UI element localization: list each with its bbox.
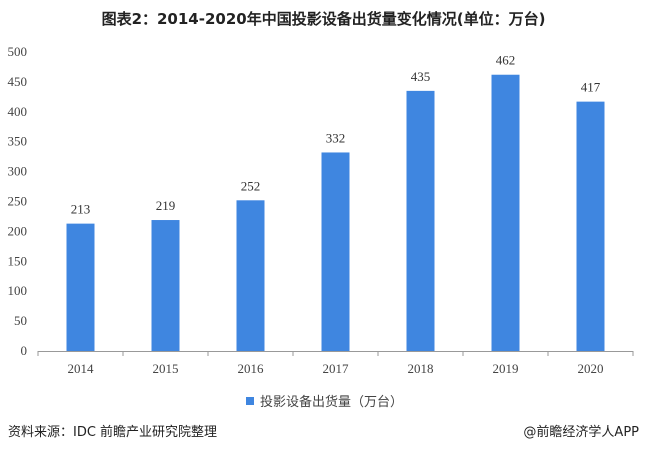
data-label: 219 [156,198,176,213]
y-tick-label: 250 [8,194,28,209]
y-tick-label: 150 [8,253,28,268]
bar [236,200,265,351]
y-tick-label: 300 [8,164,28,179]
data-label: 462 [496,53,516,68]
y-tick-label: 400 [8,104,28,119]
bar [321,152,350,351]
y-tick-label: 0 [21,343,28,358]
x-tick-label: 2020 [578,361,604,376]
data-label: 213 [71,202,91,217]
data-label: 435 [411,69,431,84]
legend-label: 投影设备出货量（万台） [260,395,404,410]
bar [491,74,520,351]
brand-credit: @前瞻经济学人APP [523,425,639,440]
y-tick-label: 100 [8,283,28,298]
x-tick-label: 2014 [68,361,95,376]
data-label: 252 [241,178,261,193]
y-tick-label: 450 [8,74,28,89]
y-tick-label: 200 [8,223,28,238]
data-label: 332 [326,130,346,145]
bar [66,223,95,351]
source-note: 资料来源：IDC 前瞻产业研究院整理 [8,425,218,440]
bar [151,220,180,351]
data-label: 417 [581,80,601,95]
x-tick-label: 2016 [238,361,265,376]
chart-title: 图表2：2014-2020年中国投影设备出货量变化情况(单位：万台) [101,10,546,28]
x-tick-label: 2018 [408,361,434,376]
x-tick-label: 2019 [493,361,519,376]
y-tick-label: 500 [8,44,28,59]
bar [576,101,605,351]
x-tick-label: 2015 [153,361,179,376]
legend-swatch [246,396,254,405]
legend: 投影设备出货量（万台） [246,391,403,410]
y-tick-label: 50 [14,313,27,328]
y-tick-label: 350 [8,134,28,149]
bar [406,90,435,352]
x-tick-label: 2017 [323,361,350,376]
